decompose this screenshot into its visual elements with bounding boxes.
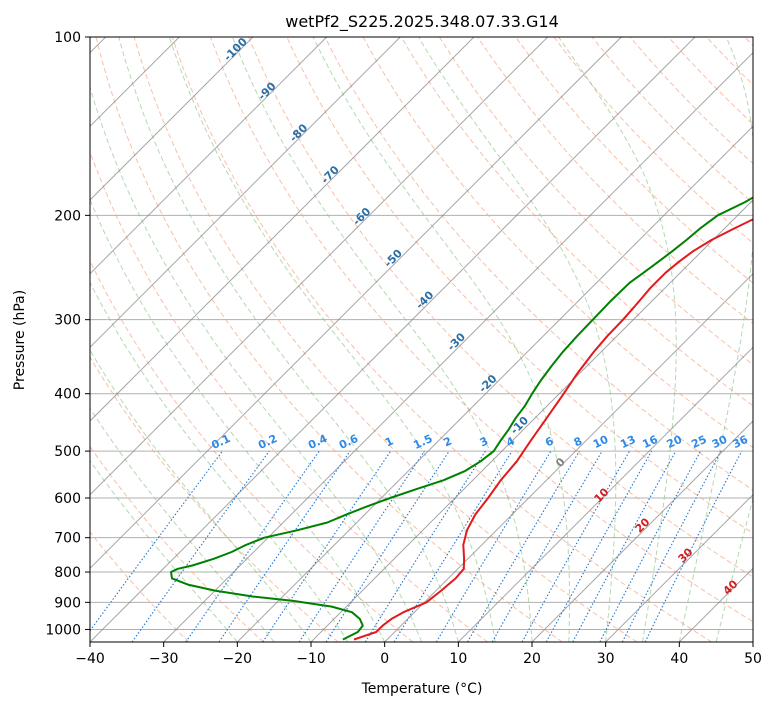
dry-adiabat <box>286 37 753 534</box>
moist-adiabat <box>90 459 238 642</box>
dry-adiabat <box>248 37 753 578</box>
isotherm <box>236 125 753 642</box>
dewpoint-profile <box>170 196 753 641</box>
dry-adiabat <box>171 37 712 642</box>
moist-adiabat <box>715 497 753 642</box>
x-axis-ticks: −40 −30 −20 −10 0 10 20 30 40 50 <box>75 642 762 667</box>
x-tick-label: 10 <box>449 651 467 667</box>
mixing-ratio-line <box>393 450 513 642</box>
x-tick-label: −30 <box>149 651 179 667</box>
y-tick-label: 400 <box>54 387 81 403</box>
mixing-ratio-line <box>491 450 603 642</box>
y-tick-label: 200 <box>54 208 81 224</box>
isotherm <box>605 493 753 642</box>
mixing-ratio-label: 10 <box>591 433 611 451</box>
mixing-ratio-label: 13 <box>618 433 637 451</box>
isotherm <box>90 37 549 496</box>
isotherm <box>310 199 753 642</box>
y-tick-label: 600 <box>54 491 81 507</box>
moist-adiabat <box>418 37 617 642</box>
y-tick-label: 800 <box>54 565 81 581</box>
y-tick-label: 300 <box>54 313 81 329</box>
moist-adiabat <box>90 407 275 642</box>
mixing-ratio-line <box>298 450 425 642</box>
mixing-ratio-line <box>364 450 486 642</box>
dry-adiabat <box>477 37 753 325</box>
dry-adiabat <box>90 531 190 642</box>
moist-adiabat <box>558 37 677 642</box>
chart-title: wetPf2_S225.2025.348.07.33.G14 <box>285 12 559 32</box>
dry-adiabat <box>133 37 638 642</box>
mixing-ratio-line <box>521 450 630 642</box>
x-tick-label: −40 <box>75 651 105 667</box>
dry-adiabat <box>210 37 753 623</box>
x-tick-label: −10 <box>296 651 326 667</box>
mixing-ratio-line <box>325 450 450 642</box>
isotherm <box>384 272 753 642</box>
background-line-labels: -100-90-80-70-60-50-40-30-20-100.1 0.2 0.4… <box>209 37 751 598</box>
moist-adiabat <box>90 349 312 642</box>
x-tick-label: 0 <box>380 651 389 667</box>
mixing-ratio-label: 20 <box>665 433 685 451</box>
x-tick-label: 50 <box>744 651 762 667</box>
sounding-series <box>170 196 753 641</box>
isotherm <box>163 51 753 642</box>
moist-adiabat <box>118 37 459 642</box>
mixing-ratio-line <box>621 450 722 642</box>
isotherm <box>457 346 753 642</box>
mixing-ratio-line <box>572 450 677 642</box>
mixing-ratio-label: 25 <box>689 433 708 451</box>
moist-adiabat <box>678 37 753 642</box>
y-tick-label: 900 <box>54 595 81 611</box>
x-tick-label: 30 <box>597 651 615 667</box>
isotherm <box>90 37 328 275</box>
mixing-ratio-line <box>218 450 351 642</box>
mixing-ratio-label: 16 <box>640 433 660 451</box>
y-tick-label: 100 <box>54 30 81 46</box>
isobar-gridlines <box>90 37 753 630</box>
mixing-ratio-line <box>185 450 320 642</box>
mixing-ratio-line <box>131 450 270 642</box>
dry-adiabat <box>90 259 414 642</box>
moist-adiabat <box>168 37 496 642</box>
x-axis-label: Temperature (°C) <box>361 681 483 697</box>
x-tick-label: 40 <box>670 651 688 667</box>
isotherm <box>90 37 696 642</box>
mixing-ratio-line <box>599 450 701 642</box>
dry-adiabat <box>400 37 753 407</box>
y-tick-label: 500 <box>54 444 81 460</box>
dry-adiabat <box>90 150 488 642</box>
isotherm <box>90 37 622 570</box>
plot-area <box>90 37 753 642</box>
mixing-ratio-line <box>644 450 743 642</box>
dry-adiabat <box>438 37 753 366</box>
y-tick-label: 1000 <box>45 622 81 638</box>
moist-adiabat <box>90 85 422 642</box>
mixing-ratio-label: 36 <box>731 433 751 451</box>
mixing-ratio-line <box>90 450 223 632</box>
dry-adiabat <box>324 37 753 491</box>
y-axis-ticks: 100 200 300 400 500 600 700 800 900 1000 <box>45 30 90 638</box>
x-tick-label: −20 <box>223 651 253 667</box>
moist-adiabat <box>90 198 386 642</box>
mixing-ratio-label: 30 <box>710 433 730 451</box>
isotherm-gridlines <box>90 37 753 642</box>
isotherm <box>90 37 254 201</box>
dry-adiabat <box>591 37 753 204</box>
dry-adiabat <box>95 37 563 642</box>
isotherm <box>531 420 753 642</box>
isotherm <box>90 37 475 422</box>
moist-adiabat <box>312 37 570 642</box>
y-tick-label: 700 <box>54 531 81 547</box>
dry-adiabat <box>553 37 753 244</box>
moist-adiabat <box>231 37 533 642</box>
plot-frame <box>89 36 754 643</box>
isotherm <box>90 37 401 349</box>
x-tick-label: 20 <box>523 651 541 667</box>
temperature-profile <box>353 218 753 641</box>
y-axis-label: Pressure (hPa) <box>12 290 28 390</box>
